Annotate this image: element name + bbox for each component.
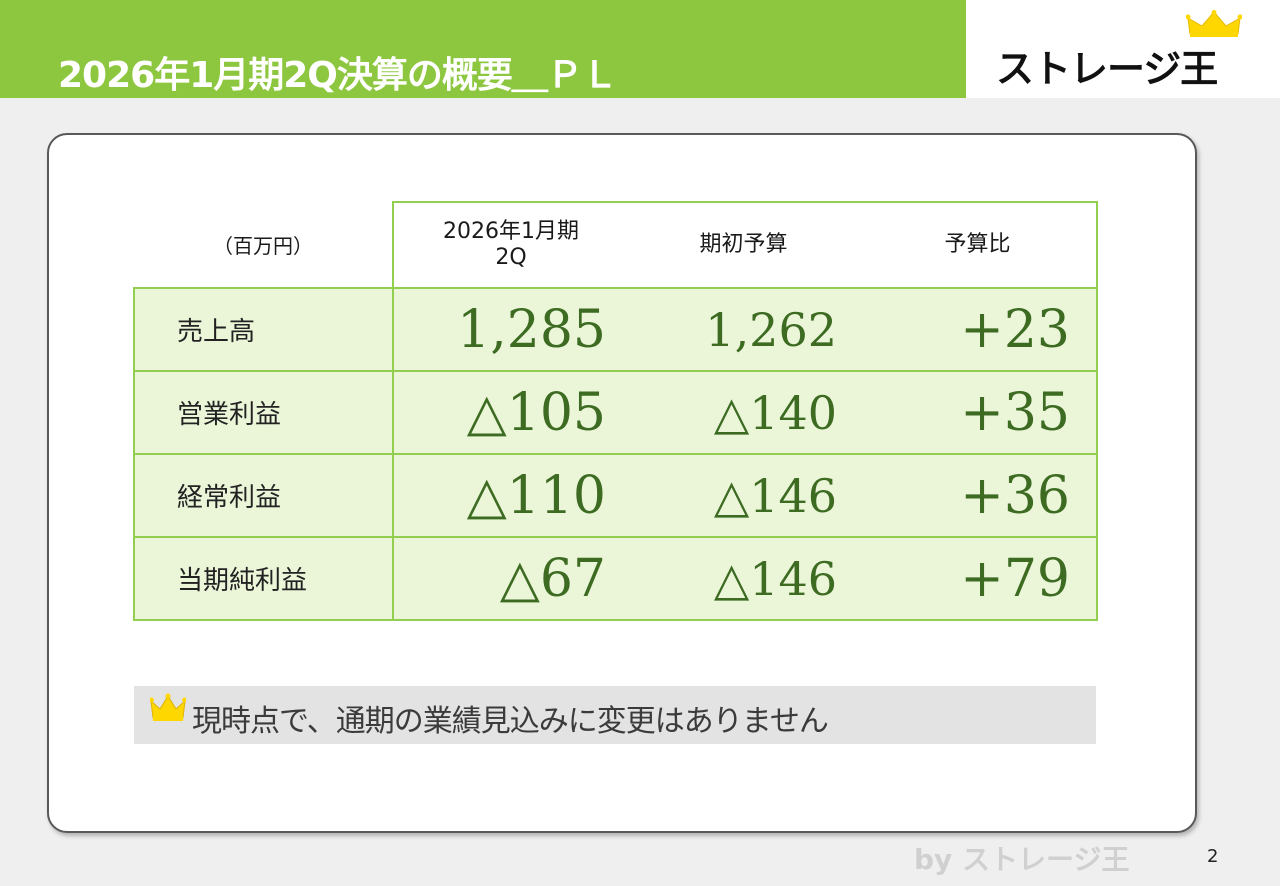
row-label-sales: 売上高	[133, 287, 394, 371]
sales-diff: +23	[859, 287, 1098, 371]
row-label-net-income: 当期純利益	[133, 536, 394, 621]
row-label-operating-income: 営業利益	[133, 370, 394, 454]
table-header-row: （百万円） 2026年1月期 2Q 期初予算 予算比	[134, 201, 1098, 288]
table-row: 売上高 1,285 1,262 +23	[133, 287, 1098, 371]
operating-income-diff: +35	[859, 370, 1098, 454]
logo-text: ストレージ王	[996, 47, 1218, 91]
net-income-diff: +79	[859, 536, 1098, 621]
column-header-diff: 予算比	[859, 201, 1098, 288]
ordinary-income-diff: +36	[859, 453, 1098, 537]
pl-table: （百万円） 2026年1月期 2Q 期初予算 予算比 売上高 1,285 1,2…	[133, 201, 1098, 621]
crown-icon	[1186, 10, 1242, 37]
operating-income-actual: △105	[393, 370, 628, 454]
column-header-budget: 期初予算	[628, 201, 859, 288]
row-label-ordinary-income: 経常利益	[133, 453, 394, 537]
sales-actual: 1,285	[393, 287, 628, 371]
operating-income-budget: △140	[628, 370, 859, 454]
note-box: 現時点で、通期の業績見込みに変更はありません	[134, 686, 1096, 744]
table-row: 当期純利益 △67 △146 +79	[133, 536, 1098, 621]
page-title: 2026年1月期2Q決算の概要＿ＰＬ	[58, 55, 618, 96]
column-header-actual-text: 2026年1月期 2Q	[443, 219, 579, 270]
net-income-actual: △67	[393, 536, 628, 621]
net-income-budget: △146	[628, 536, 859, 621]
crown-icon	[150, 693, 186, 721]
ordinary-income-actual: △110	[393, 453, 628, 537]
column-header-actual: 2026年1月期 2Q	[392, 201, 628, 288]
sales-budget: 1,262	[628, 287, 859, 371]
unit-label: （百万円）	[134, 202, 393, 288]
footer-brand: by ストレージ王	[914, 843, 1130, 876]
note-text: 現時点で、通期の業績見込みに変更はありません	[192, 704, 829, 739]
table-row: 営業利益 △105 △140 +35	[133, 370, 1098, 454]
logo: ストレージ王	[966, 0, 1280, 98]
page-number: 2	[1207, 846, 1219, 867]
title-bar: 2026年1月期2Q決算の概要＿ＰＬ	[0, 0, 966, 98]
ordinary-income-budget: △146	[628, 453, 859, 537]
table-row: 経常利益 △110 △146 +36	[133, 453, 1098, 537]
